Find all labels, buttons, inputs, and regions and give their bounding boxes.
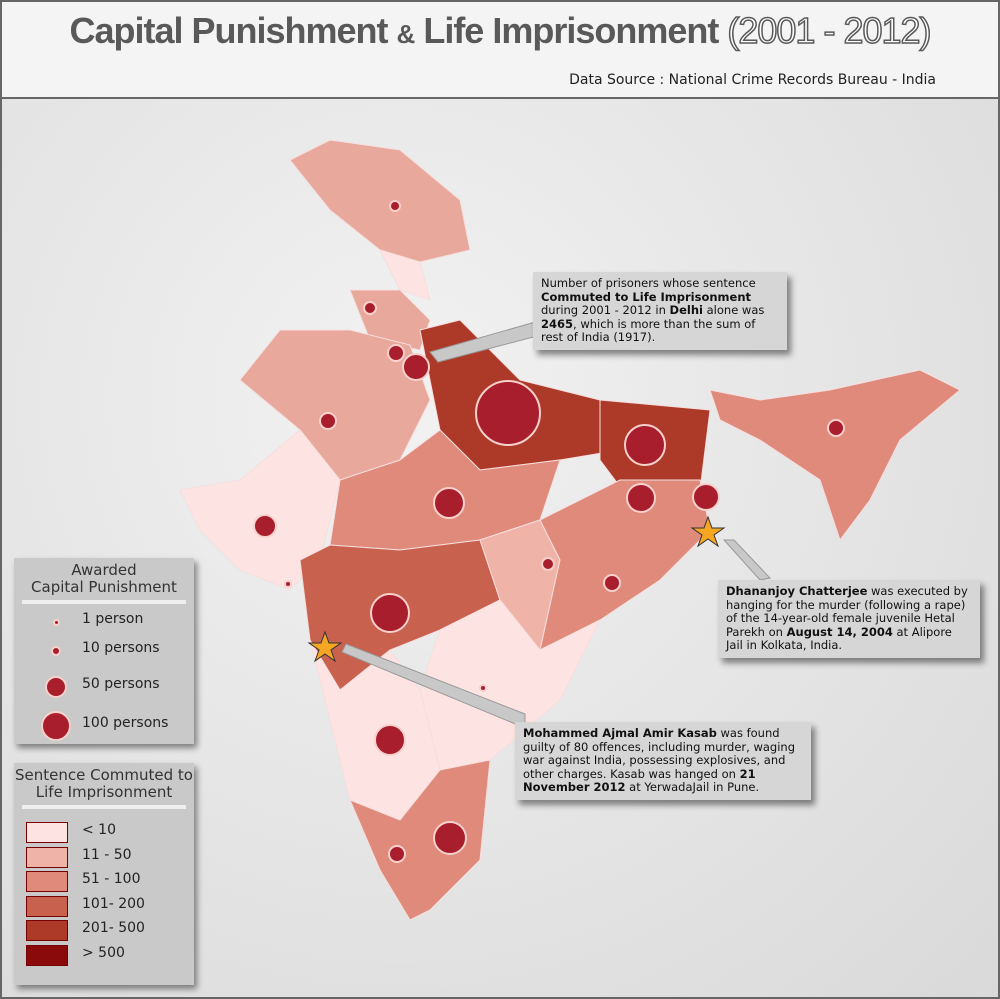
title-part: Life Imprisonment [423, 10, 719, 51]
annotation-text: Mohammed Ajmal Amir Kasab [523, 726, 717, 740]
state [379, 249, 431, 301]
annotation-text: , which is more than the sum of rest of … [541, 316, 756, 344]
legend-swatch [26, 846, 68, 868]
bubble [253, 514, 277, 538]
bubble [692, 483, 720, 511]
annotation-text: August 14, 2004 [786, 624, 893, 639]
annotation-text: Dhananjoy Chatterjee [726, 584, 868, 598]
legend-symbol [51, 646, 61, 656]
legend-label: > 500 [82, 944, 125, 961]
annotation-text: during 2001 - 2012 in [541, 303, 670, 317]
bubble [433, 487, 465, 519]
legend-swatch [26, 920, 68, 941]
bubbles [253, 200, 845, 863]
annotation: Mohammed Ajmal Amir Kasab was found guil… [515, 722, 811, 800]
star [307, 630, 343, 663]
states [179, 139, 961, 921]
legend-label: 51 - 100 [82, 871, 141, 887]
legend-swatch [26, 944, 68, 966]
annotation-text: at YerwadaJail in Pune. [625, 780, 760, 794]
annotation-text: 2465 [541, 316, 574, 331]
legend-label: 201- 500 [82, 920, 145, 936]
source: Data Source : National Crime Records Bur… [569, 72, 936, 88]
legend-title-line: Sentence Commuted to [15, 766, 193, 784]
state [709, 369, 961, 542]
legend-label: < 10 [82, 822, 116, 838]
legend-swatch [26, 871, 68, 892]
annotation-text: Delhi [669, 303, 703, 317]
annotation-text: alone was [702, 303, 765, 317]
legend-symbol [52, 618, 60, 626]
title-part: Capital Punishment [69, 10, 388, 51]
title-years: (2001 - 2012) [727, 9, 933, 52]
separator [22, 600, 186, 604]
legend-title: Sentence Commuted to Life Imprisonment [14, 763, 194, 801]
annotation: Dhananjoy Chatterjee was executed by han… [718, 580, 980, 658]
state [349, 759, 491, 921]
annotation-text: was executed by hanging for the murder (… [726, 584, 968, 639]
legend-label: 11 - 50 [82, 846, 132, 863]
bubble [827, 419, 845, 437]
bubble [626, 483, 656, 513]
title-bar: Capital Punishment & Life Imprisonment (… [0, 0, 1000, 99]
bubble [479, 684, 487, 692]
legend-label: 101- 200 [82, 895, 145, 912]
bubble [624, 424, 666, 466]
annotation-text: Number of prisoners whose sentence [541, 276, 756, 290]
bubble [603, 574, 621, 592]
legend-commuted: Sentence Commuted to Life Imprisonment < … [14, 763, 194, 985]
legend-capital: Awarded Capital Punishment 1 person 10 per… [14, 558, 194, 744]
separator [22, 805, 186, 809]
callout-arrows [341, 314, 771, 729]
bubble [284, 580, 292, 588]
annotation-text: 21 November 2012 [523, 766, 756, 794]
legend-swatch [26, 895, 68, 917]
legend-title-line: Awarded [71, 561, 137, 579]
state [289, 139, 471, 263]
annotation-text: Commuted to Life Imprisonment [541, 289, 752, 304]
legend-label: 10 persons [82, 640, 160, 656]
arrow [341, 643, 526, 729]
arrow [722, 539, 771, 581]
bubble [389, 200, 401, 212]
legend-label: 100 persons [82, 715, 169, 731]
legend-label: 50 persons [82, 676, 160, 692]
bubble [370, 593, 410, 633]
bubble [374, 724, 406, 756]
legend-symbol [45, 676, 67, 698]
star [690, 515, 726, 548]
bubble [363, 301, 377, 315]
state [539, 479, 711, 651]
bubble [475, 380, 541, 446]
legend-label: 1 person [82, 611, 144, 627]
annotation-text: at Alipore Jail in Kolkata, India. [726, 624, 952, 652]
stars [307, 515, 726, 663]
annotation: Number of prisoners whose sentence Commu… [533, 272, 787, 350]
bubble [433, 821, 467, 855]
legend-title-line: Life Imprisonment [35, 783, 173, 801]
legend-title-line: Capital Punishment [31, 578, 177, 596]
annotation-text: was found guilty of 80 offences, includi… [523, 726, 795, 781]
title: Capital Punishment & Life Imprisonment (… [2, 9, 998, 52]
bubble [387, 344, 405, 362]
bubble [388, 845, 406, 863]
title-amp: & [396, 19, 416, 49]
bubble [541, 557, 555, 571]
legend-title: Awarded Capital Punishment [14, 558, 194, 596]
bubble [319, 412, 337, 430]
bubble [402, 353, 430, 381]
legend-symbol [41, 711, 71, 741]
legend-swatch [26, 822, 68, 843]
